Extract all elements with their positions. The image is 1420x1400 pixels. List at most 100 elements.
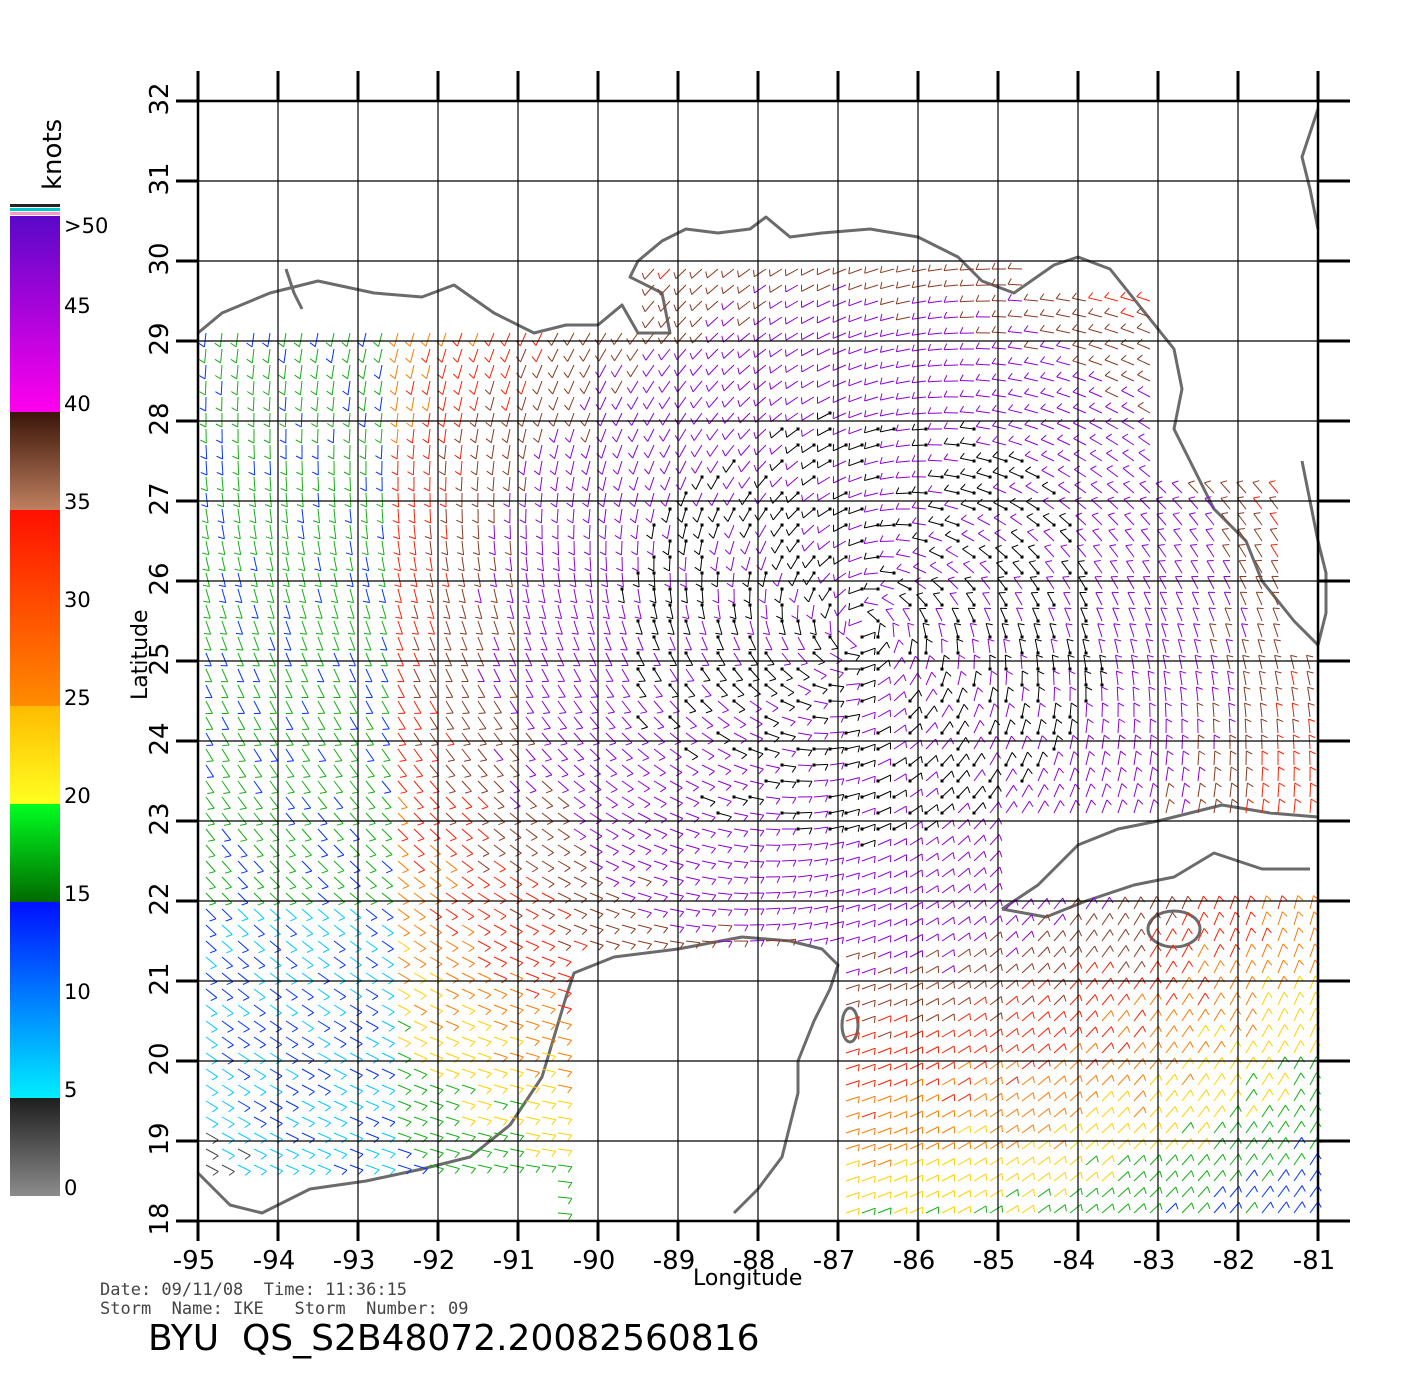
wind-barb	[701, 844, 716, 854]
wind-barb	[1085, 1107, 1099, 1118]
wind-barb	[669, 860, 684, 871]
wind-barb	[861, 999, 876, 1007]
colorbar	[10, 204, 60, 1196]
wind-barb	[221, 1132, 235, 1145]
product-id: BYU QS_S2B48072.20082560816	[148, 1318, 760, 1359]
wind-barb	[727, 588, 735, 604]
wind-barb	[925, 885, 939, 894]
wind-barb	[801, 316, 815, 325]
y-tick-label: 28	[145, 402, 175, 435]
wind-barb	[525, 908, 539, 920]
wind-barb	[221, 748, 230, 762]
wind-barb	[1165, 944, 1178, 958]
wind-barb	[1037, 962, 1051, 974]
wind-barb	[393, 524, 400, 540]
wind-barb	[1133, 1106, 1147, 1118]
wind-barb	[1245, 1137, 1258, 1150]
wind-barb	[413, 1100, 428, 1111]
wind-barb	[861, 903, 876, 911]
wind-barb	[1163, 670, 1171, 686]
wind-barb	[722, 476, 735, 490]
wind-barb	[525, 732, 536, 746]
wind-barb	[525, 812, 538, 826]
wind-barb	[621, 844, 636, 856]
wind-barb	[474, 572, 482, 588]
wind-barb	[925, 917, 939, 926]
wind-barb	[753, 332, 767, 342]
wind-barb	[992, 451, 1008, 463]
x-tick-label: -86	[893, 1246, 935, 1276]
wind-barb	[604, 636, 612, 651]
wind-barb	[237, 860, 248, 874]
wind-barb	[547, 332, 559, 346]
wind-barb	[816, 300, 831, 308]
wind-barb	[1080, 607, 1088, 623]
wind-barb	[893, 773, 907, 782]
wind-barb	[1292, 718, 1300, 734]
wind-barb	[215, 428, 223, 444]
wind-barb	[296, 460, 303, 476]
wind-barb	[413, 716, 422, 730]
wind-barb	[391, 444, 399, 460]
wind-barb	[943, 295, 959, 303]
wind-barb	[1261, 992, 1273, 1006]
wind-barb	[927, 375, 943, 383]
wind-barb	[313, 524, 321, 540]
wind-barb	[959, 374, 975, 382]
wind-barb	[973, 834, 987, 846]
wind-barb	[989, 1189, 1003, 1198]
wind-barb	[1056, 403, 1071, 414]
wind-barb	[470, 460, 479, 476]
wind-barb	[977, 514, 991, 526]
wind-barb	[237, 876, 249, 890]
wind-barb	[413, 1148, 428, 1159]
wind-barb	[508, 636, 516, 651]
wind-barb	[221, 956, 234, 970]
wind-barb	[1010, 513, 1023, 526]
wind-barb	[644, 476, 655, 491]
wind-barb	[845, 1112, 860, 1120]
wind-barb	[301, 1084, 315, 1096]
wind-barb	[599, 540, 607, 556]
wind-barb	[812, 635, 822, 650]
wind-barb	[893, 1127, 908, 1135]
wind-barb	[908, 756, 923, 767]
wind-barb	[388, 332, 399, 347]
wind-barb	[941, 1125, 955, 1134]
wind-barb	[701, 876, 717, 886]
wind-barb	[1229, 911, 1240, 926]
wind-barb	[925, 852, 939, 862]
wind-barb	[610, 364, 623, 378]
wind-barb	[787, 571, 800, 587]
wind-barb	[1088, 402, 1103, 414]
wind-barb	[349, 700, 358, 714]
wind-barb	[330, 572, 338, 588]
wind-barb	[618, 604, 626, 620]
wind-barb	[947, 576, 959, 590]
wind-barb	[764, 651, 775, 666]
wind-barb	[445, 1020, 460, 1032]
wind-barb	[1101, 783, 1112, 798]
wind-barb	[381, 796, 392, 810]
wind-barb	[1213, 718, 1220, 734]
wind-barb	[817, 380, 831, 388]
wind-barb	[1272, 607, 1280, 622]
wind-barb	[486, 460, 495, 476]
wind-barb	[563, 364, 575, 379]
wind-barb	[541, 700, 551, 714]
wind-barb	[1021, 1076, 1035, 1086]
wind-barb	[455, 492, 463, 508]
wind-barb	[294, 380, 303, 396]
wind-barb	[1133, 766, 1143, 782]
wind-barb	[785, 268, 799, 277]
wind-barb	[991, 262, 1006, 270]
wind-barb	[1181, 1138, 1195, 1150]
wind-barb	[1245, 927, 1257, 942]
wind-barb	[909, 1158, 924, 1166]
wind-barb	[621, 684, 631, 698]
wind-barb	[1149, 766, 1159, 782]
wind-barb	[445, 828, 457, 842]
wind-barb	[349, 1004, 363, 1017]
wind-barb	[1181, 766, 1190, 782]
wind-barb	[733, 780, 748, 791]
